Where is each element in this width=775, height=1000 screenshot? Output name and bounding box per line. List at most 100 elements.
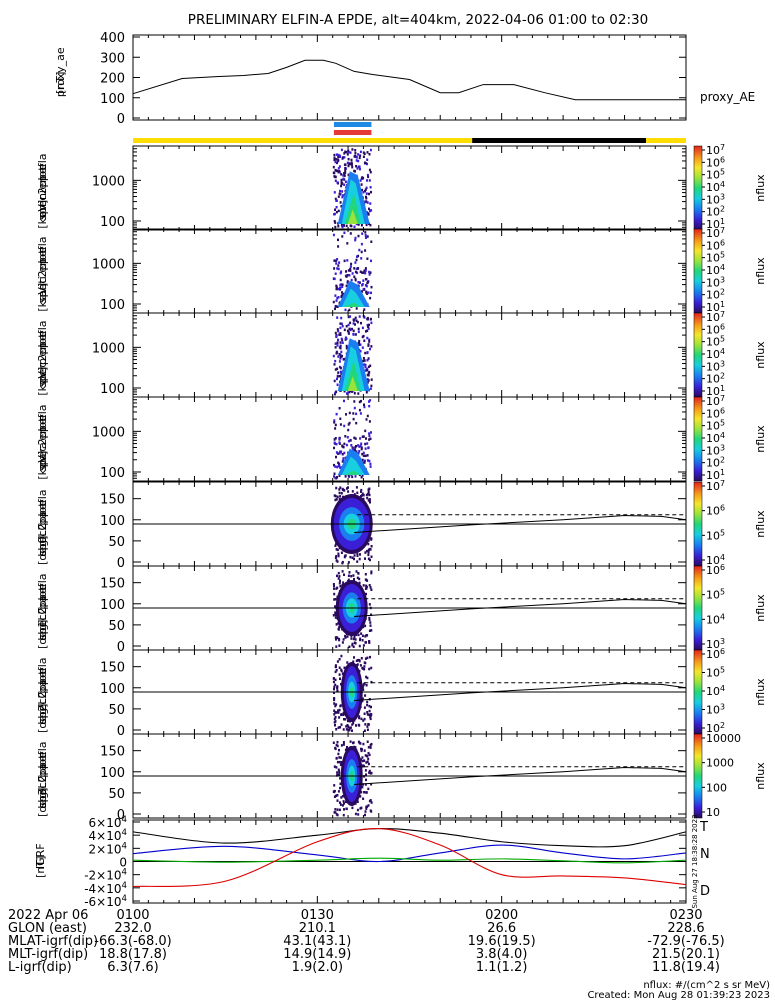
y-tick-label: 100 [100, 382, 125, 397]
colorbar-tick-label: 104 [706, 180, 725, 195]
y-axis-label: proxy_ae [54, 47, 67, 97]
loss-cone-line [354, 767, 687, 785]
y-tick-label: 100 [100, 682, 125, 697]
ephemeris-value: 1.9(2.0) [292, 960, 344, 975]
colorbar-label: nflux [754, 257, 767, 285]
y-axis-label: spec2plot [36, 586, 49, 640]
ephemeris-label: 2022 Apr 06 [8, 908, 88, 923]
y-tick-label: 150 [100, 745, 125, 760]
y-axis-label: anti [36, 276, 49, 297]
y-axis-label: pef [36, 498, 49, 517]
colorbar [693, 396, 703, 482]
y-axis-label: ela [36, 320, 49, 337]
y-tick-label: 50 [108, 787, 125, 802]
y-axis-label: ch0LC [36, 523, 49, 557]
y-axis-label: [nT] [54, 72, 67, 94]
colorbar-tick-label: 105 [706, 334, 725, 349]
y-axis-label: ela [36, 236, 49, 253]
colorbar-tick-label: 104 [706, 347, 725, 362]
y-axis-label: perp [36, 358, 49, 383]
ephemeris-value: 1.1(1.2) [476, 960, 528, 975]
y-tick-label: -6×104 [84, 894, 127, 909]
y-tick-label: 150 [100, 661, 125, 676]
loss-cone-line [354, 515, 687, 533]
y-tick-label: 2×104 [89, 841, 127, 856]
figure-title: PRELIMINARY ELFIN-A EPDE, alt=404km, 202… [188, 12, 648, 28]
y-tick-label: -2×104 [84, 868, 127, 883]
y-axis-label: pef [36, 666, 49, 685]
ephemeris-value: 210.1 [299, 921, 336, 936]
y-tick-label: 0 [117, 556, 125, 571]
colorbar-tick-label: 103 [706, 359, 725, 374]
colorbar-tick-label: 101 [706, 300, 725, 315]
ephemeris-row: MLAT-igrf(dip)-66.3(-68.0) 43.1(43.1) 19.6… [8, 934, 725, 949]
colorbar-tick-label: 103 [706, 637, 725, 652]
colorbar-tick-label: 105 [706, 418, 725, 433]
ephemeris-value: 26.6 [487, 921, 516, 936]
colorbar-tick-label: 102 [706, 204, 725, 219]
colorbar-tick-label: 101 [706, 384, 725, 399]
ephemeris-value: 21.5(20.1) [652, 947, 720, 962]
igrf-series-3 [132, 828, 687, 888]
y-axis-label: en [36, 343, 49, 357]
igrf-series-0 [132, 828, 687, 848]
series-side-label: D [700, 884, 710, 899]
status-bars [133, 122, 686, 143]
colorbar-tick-label: 106 [706, 406, 725, 421]
y-tick-label: 0 [117, 112, 125, 127]
series-line-proxy-ae [132, 59, 686, 101]
colorbar-tick-label: 107 [706, 143, 725, 158]
status-segment-1 [472, 138, 647, 143]
colorbar-tick-label: 106 [706, 155, 725, 170]
y-axis-label: en [36, 427, 49, 441]
colorbar-tick-label: 100 [706, 781, 727, 794]
panel-frame [132, 396, 687, 482]
y-tick-label: 400 [100, 31, 125, 46]
y-axis-label: spec2plot [36, 502, 49, 556]
colorbar-tick-label: 106 [706, 238, 725, 253]
y-axis-label: pef [36, 582, 49, 601]
y-tick-label: 1000 [92, 425, 125, 440]
y-tick-label: 100 [100, 514, 125, 529]
y-axis-label: ch1LC [36, 607, 49, 641]
colorbar-tick-label: 102 [706, 721, 725, 736]
ephemeris-row: L-igrf(dip) 6.3(7.6) 1.9(2.0) 1.1(1.2) 11.8(… [8, 960, 720, 975]
y-tick-label: 50 [108, 703, 125, 718]
y-axis-label: ela [36, 573, 49, 590]
y-axis-label: pef [36, 329, 49, 348]
colorbar-label: nflux [754, 762, 767, 790]
time-tick-label: 0130 [301, 908, 334, 923]
colorbar-tick-label: 104 [706, 263, 725, 278]
y-axis-label: pef [36, 245, 49, 264]
colorbar [693, 565, 703, 651]
y-tick-label: 150 [100, 493, 125, 508]
colorbar-tick-label: 106 [706, 503, 725, 518]
y-axis-label: [keV] [36, 200, 49, 229]
y-tick-label: 1000 [92, 257, 125, 272]
colorbar-label: nflux [754, 341, 767, 369]
y-tick-label: 0 [119, 856, 127, 870]
ephemeris-row: MLT-igrf(dip) 18.8(17.8) 14.9(14.9) 3.8(4.0… [8, 947, 720, 962]
ephemeris-row: 2022 Apr 06 [8, 908, 88, 923]
colorbar-tick-label: 107 [706, 479, 725, 494]
y-axis-label: [deg] [36, 788, 49, 817]
y-axis-label: [keV] [36, 367, 49, 396]
y-tick-label: 1000 [92, 174, 125, 189]
ephemeris-value: 43.1(43.1) [283, 934, 351, 949]
y-axis-label: ela [36, 153, 49, 170]
ephemeris-value: 14.9(14.9) [283, 947, 351, 962]
y-tick-label: 4×104 [89, 828, 127, 843]
y-axis-label: [keV] [36, 451, 49, 480]
y-axis-label: spec2plot [36, 333, 49, 387]
colorbar-tick-label: 10 [706, 806, 720, 819]
colorbar-tick-label: 105 [706, 665, 725, 680]
colorbar [693, 733, 703, 819]
colorbar [693, 145, 703, 231]
status-segment-0 [133, 138, 473, 143]
